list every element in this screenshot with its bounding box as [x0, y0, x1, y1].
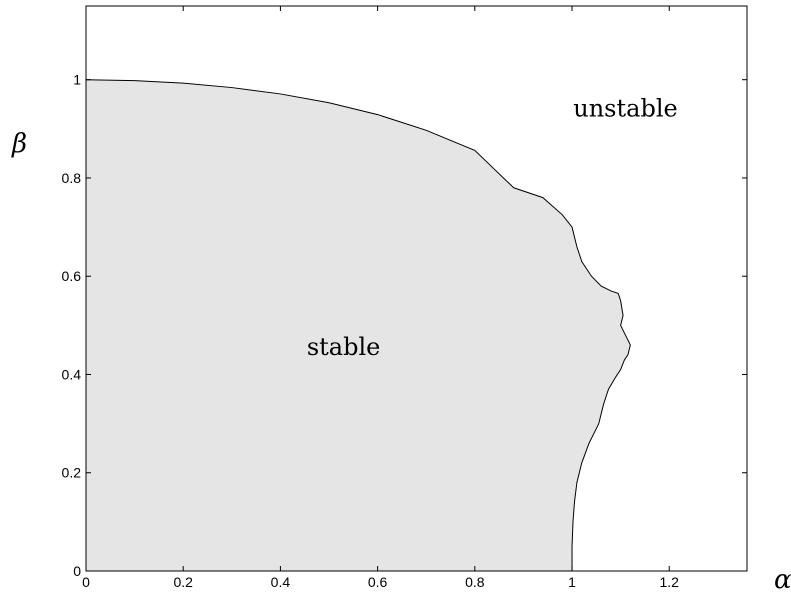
- region-label-stable: stable: [307, 333, 381, 361]
- y-tick-label: 0.8: [62, 170, 82, 186]
- y-tick-label: 1: [73, 72, 81, 88]
- region-label-unstable: unstable: [573, 95, 677, 123]
- y-tick-label: 0.2: [62, 465, 82, 481]
- x-tick-label: 1: [568, 574, 576, 590]
- x-tick-label: 0.6: [368, 574, 388, 590]
- x-axis-label: α: [774, 565, 791, 595]
- x-tick-label: 0.8: [465, 574, 485, 590]
- x-tick-label: 0.2: [173, 574, 193, 590]
- plot-frame: [85, 5, 748, 572]
- y-tick-label: 0.6: [62, 268, 82, 284]
- x-tick-label: 0: [82, 574, 90, 590]
- y-axis-ticks: 0 0.2 0.4 0.6 0.8 1: [62, 72, 747, 579]
- y-tick-label: 0.4: [62, 366, 82, 382]
- stable-region: [86, 79, 631, 571]
- x-tick-label: 1.2: [660, 574, 680, 590]
- stability-boundary-line: [85, 79, 631, 571]
- x-tick-label: 0.4: [271, 574, 291, 590]
- x-axis-ticks: 0 0.2 0.4 0.6 0.8 1 1.2: [82, 6, 679, 590]
- region-annotations: stable unstable: [307, 95, 678, 361]
- y-axis-label: β: [11, 129, 27, 159]
- y-tick-label: 0: [73, 563, 81, 579]
